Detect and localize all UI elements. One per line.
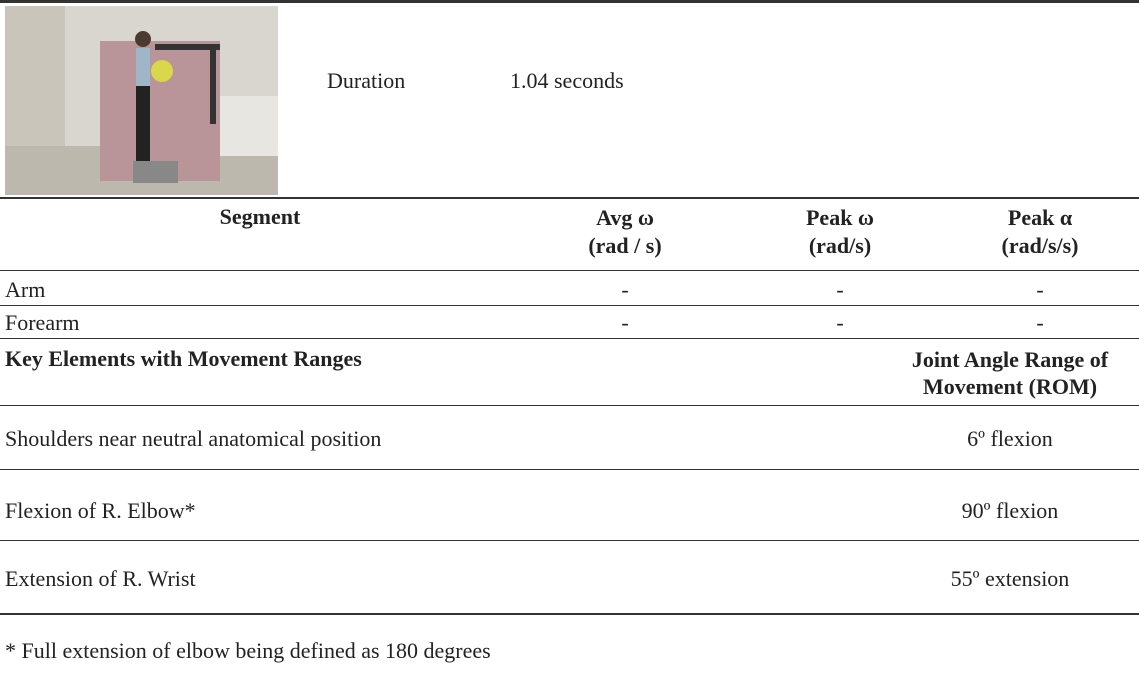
duration-value: 1.04 seconds — [510, 68, 624, 93]
column-header: Peak ω (rad/s) — [760, 204, 920, 260]
column-header: Avg ω (rad / s) — [545, 204, 705, 260]
section-header: Joint Angle Range of Movement (ROM) — [890, 346, 1130, 400]
rule — [0, 469, 1139, 470]
rule — [0, 613, 1139, 615]
rule — [0, 405, 1139, 406]
column-header: Segment — [219, 204, 301, 229]
header-line: Avg ω — [596, 205, 654, 230]
cell: Arm — [5, 277, 46, 302]
duration-label: Duration — [327, 68, 406, 93]
header-line: (rad/s/s) — [1001, 233, 1079, 258]
column-header: Peak α (rad/s/s) — [960, 204, 1120, 260]
rule — [0, 338, 1139, 339]
cell: - — [621, 277, 629, 302]
cell: - — [1036, 277, 1044, 302]
cell: - — [1036, 310, 1044, 335]
cell: 6º flexion — [967, 426, 1053, 451]
cell: 90º flexion — [961, 498, 1059, 523]
cell: - — [621, 310, 629, 335]
rule — [0, 540, 1139, 541]
header-line: Joint Angle Range of — [911, 347, 1109, 372]
rule — [0, 305, 1139, 306]
cell: Shoulders near neutral anatomical positi… — [5, 426, 382, 451]
cell: - — [836, 277, 844, 302]
top-rule — [0, 0, 1139, 3]
header-line: Movement (ROM) — [922, 374, 1098, 399]
cell: Extension of R. Wrist — [5, 566, 196, 591]
cell: - — [836, 310, 844, 335]
header-line: (rad / s) — [588, 233, 662, 258]
cell: Flexion of R. Elbow* — [5, 498, 196, 523]
rule — [0, 270, 1139, 271]
footnote: * Full extension of elbow being defined … — [5, 638, 491, 663]
section-header: Key Elements with Movement Ranges — [5, 346, 362, 371]
rule — [0, 197, 1139, 199]
header-line: Peak ω — [805, 205, 875, 230]
header-line: (rad/s) — [808, 233, 872, 258]
header-line: Peak α — [1007, 205, 1073, 230]
video-thumbnail — [5, 6, 278, 195]
cell: Forearm — [5, 310, 80, 335]
cell: 55º extension — [950, 566, 1070, 591]
